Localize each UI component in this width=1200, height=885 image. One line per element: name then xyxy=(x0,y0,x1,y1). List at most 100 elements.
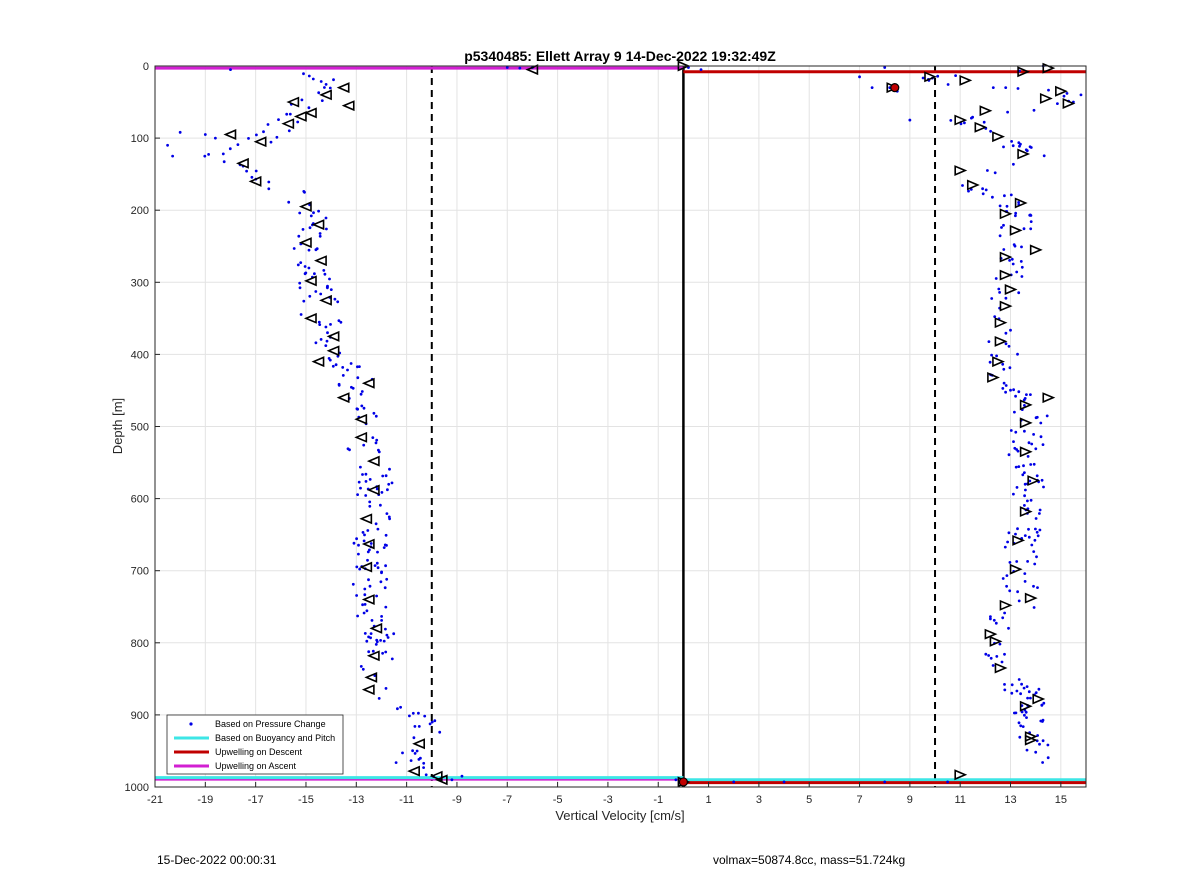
pressure-change-point xyxy=(1037,687,1041,691)
ascent-triangle-marker xyxy=(1029,244,1043,256)
x-tick-label: -5 xyxy=(553,794,563,806)
pressure-change-point xyxy=(1002,248,1006,251)
pressure-change-point xyxy=(1032,550,1036,553)
pressure-change-point xyxy=(1034,750,1038,754)
pressure-change-point xyxy=(308,226,312,230)
descent-triangle-marker xyxy=(359,561,373,573)
pressure-change-point xyxy=(1011,144,1015,148)
pressure-change-point xyxy=(994,621,998,625)
pressure-change-point xyxy=(384,533,388,537)
ascent-triangle-marker xyxy=(999,300,1013,312)
pressure-change-point xyxy=(1018,735,1022,739)
legend-item-ascent: Upwelling on Ascent xyxy=(174,761,297,771)
pressure-change-point xyxy=(332,78,335,82)
pressure-change-point xyxy=(369,542,373,545)
pressure-change-point xyxy=(366,529,370,532)
descent-triangle-marker xyxy=(223,129,237,140)
pressure-change-point xyxy=(1032,584,1035,588)
pressure-change-point xyxy=(1039,421,1043,425)
pressure-change-point xyxy=(285,112,289,116)
pressure-change-point xyxy=(1034,517,1038,520)
pressure-change-point xyxy=(1042,485,1045,489)
pressure-change-point xyxy=(368,504,372,508)
x-tick-label: 13 xyxy=(1004,794,1016,806)
buoyancy-triangle-markers xyxy=(223,60,1076,788)
pressure-change-point xyxy=(1014,711,1018,715)
descent-triangle-marker xyxy=(412,738,426,750)
pressure-change-point xyxy=(1012,162,1015,166)
pressure-change-point xyxy=(1034,447,1038,451)
pressure-change-point xyxy=(1016,352,1019,356)
pressure-change-point xyxy=(269,140,273,144)
x-tick-label: 5 xyxy=(806,794,812,806)
pressure-change-point xyxy=(375,594,378,598)
descent-triangle-marker xyxy=(361,684,375,696)
pressure-change-point xyxy=(1032,433,1035,436)
pressure-change-point xyxy=(1020,710,1024,714)
x-tick-label: 15 xyxy=(1055,794,1067,806)
descent-triangle-marker xyxy=(369,622,383,634)
pressure-change-point xyxy=(1008,259,1011,262)
pressure-change-point xyxy=(213,136,217,140)
pressure-change-point xyxy=(275,135,279,139)
descent-triangle-marker xyxy=(298,201,312,213)
pressure-change-point xyxy=(1029,227,1033,231)
pressure-change-point xyxy=(430,720,434,724)
pressure-change-point xyxy=(988,360,992,364)
pressure-change-point xyxy=(1015,689,1019,693)
pressure-change-point xyxy=(359,465,362,469)
ascent-triangle-marker xyxy=(1019,399,1033,411)
pressure-change-point xyxy=(357,480,361,484)
pressure-change-point xyxy=(221,152,225,156)
ascent-triangle-marker xyxy=(1032,693,1046,705)
pressure-change-point xyxy=(1028,479,1032,483)
pressure-change-point xyxy=(228,147,232,151)
pressure-change-point xyxy=(1032,462,1036,466)
ascent-triangle-marker xyxy=(994,662,1008,674)
pressure-change-point xyxy=(229,68,232,72)
pressure-change-point xyxy=(1023,429,1026,433)
pressure-change-point xyxy=(1020,245,1023,249)
ascent-triangle-marker xyxy=(1024,592,1038,604)
descent-triangle-marker xyxy=(429,770,443,782)
pressure-change-point xyxy=(946,83,950,86)
pressure-change-point xyxy=(990,297,994,300)
pressure-change-point xyxy=(1006,110,1009,114)
ascent-triangle-marker xyxy=(1027,475,1041,487)
pressure-change-point xyxy=(989,615,992,619)
pressure-change-point xyxy=(356,407,359,411)
pressure-change-point xyxy=(1038,742,1041,746)
pressure-change-point xyxy=(1004,342,1008,346)
pressure-change-point xyxy=(328,86,332,90)
legend-label-descent: Upwelling on Descent xyxy=(215,747,303,757)
pressure-change-point xyxy=(1016,449,1020,453)
pressure-change-point xyxy=(993,315,997,318)
pressure-change-point xyxy=(1022,227,1026,231)
pressure-change-point xyxy=(423,714,427,718)
pressure-change-point xyxy=(319,338,323,341)
descent-triangle-marker xyxy=(236,157,249,169)
pressure-change-point xyxy=(380,491,384,494)
pressure-change-point xyxy=(1029,393,1032,396)
pressure-change-point xyxy=(314,290,318,293)
pressure-change-point xyxy=(319,80,323,83)
pressure-change-point xyxy=(908,118,912,122)
pressure-change-point xyxy=(998,204,1002,208)
pressure-change-point xyxy=(390,481,394,485)
pressure-change-point xyxy=(991,195,994,199)
descent-triangle-marker xyxy=(361,377,375,389)
pressure-change-point xyxy=(207,153,211,156)
descent-triangle-marker xyxy=(319,294,332,306)
pressure-change-point xyxy=(1035,530,1039,534)
pressure-change-point xyxy=(318,232,322,235)
ascent-triangle-marker xyxy=(1055,85,1068,97)
pressure-change-point xyxy=(1002,381,1006,385)
pressure-change-point xyxy=(415,749,419,753)
pressure-change-point xyxy=(997,287,1001,291)
reference-lines xyxy=(430,66,937,787)
pressure-change-point xyxy=(1032,108,1036,112)
pressure-change-point xyxy=(505,66,509,69)
pressure-change-point xyxy=(363,593,367,597)
y-tick-label: 300 xyxy=(131,277,149,289)
pressure-change-point xyxy=(1010,140,1013,143)
